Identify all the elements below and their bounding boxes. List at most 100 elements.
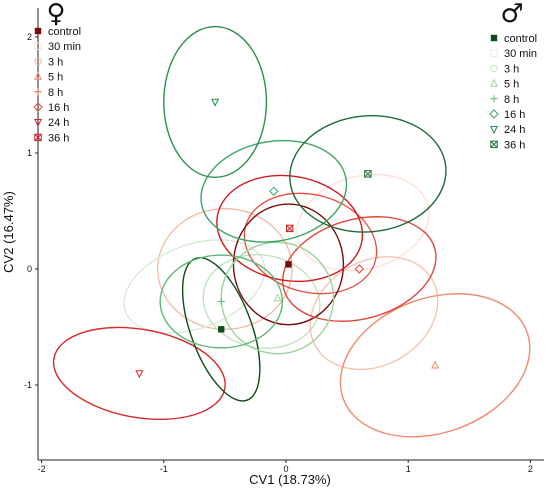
legend-label: 24 h (48, 117, 69, 129)
legend-marker-male-2 (490, 64, 498, 73)
ellipse-male-36-h (289, 115, 447, 233)
legend-marker-female-6-shape (33, 119, 43, 128)
legend-marker-female-4-shape (34, 88, 42, 96)
point-female-36-h-cross (286, 224, 294, 232)
group-ellipse (123, 239, 266, 334)
male-symbol-icon: ♂ (500, 0, 523, 29)
point-male-36-h-cross (364, 170, 372, 178)
legend-marker-female-1-shape (34, 42, 42, 50)
legend-label: 5 h (504, 79, 519, 91)
group-ellipse (296, 173, 430, 272)
legend-marker-female-0-shape (34, 27, 42, 35)
ellipse-male-24-h (163, 25, 268, 179)
legend-marker-male-1 (490, 49, 498, 57)
point-female-control-shape (285, 261, 292, 268)
point-male-36-h-shape (364, 170, 372, 178)
legend-marker-male-6-shape (489, 126, 499, 135)
legend-marker-female-0 (34, 27, 42, 35)
legend-marker-male-7-shape (490, 140, 498, 149)
legend-marker-male-0-shape (490, 34, 498, 42)
legend-female: ♀control 30 min 3 h 5 h 8 h 16 h 24 h 36 h (33, 0, 81, 144)
legend-marker-male-0 (490, 34, 498, 42)
point-male-control (218, 326, 225, 333)
point-male-24-h (211, 98, 220, 107)
legend-label: 30 min (504, 48, 537, 60)
legend-marker-female-7 (34, 133, 42, 142)
point-male-control-shape (218, 326, 225, 333)
legend-label: control (504, 33, 537, 45)
legend-label: 5 h (48, 72, 63, 84)
legend-marker-male-4 (490, 95, 498, 103)
point-female-5-h (431, 360, 440, 369)
group-ellipse (157, 208, 293, 330)
legend-marker-female-2-shape (34, 57, 42, 66)
legend-label: 24 h (504, 124, 525, 136)
legend-label: 8 h (504, 94, 519, 106)
point-female-36-h-shape (285, 224, 294, 233)
x-tick-label: 1 (406, 464, 411, 474)
ellipse-female-36-h (216, 174, 364, 283)
marker-layer (135, 98, 440, 379)
legend-marker-female-7-cross (34, 133, 42, 141)
legend-marker-male-2-shape (490, 64, 498, 73)
point-male-5-h-shape (273, 293, 282, 302)
y-tick-label: 0 (27, 264, 32, 274)
y-tick-label: -1 (24, 380, 32, 390)
legend-marker-male-5 (489, 109, 499, 119)
point-female-16-h-shape (354, 264, 365, 274)
ellipse-female-control (232, 203, 345, 326)
legend-marker-male-6 (489, 126, 499, 135)
legend-label: control (48, 26, 81, 38)
point-female-24-h-shape (135, 370, 144, 379)
x-tick-label: -1 (160, 464, 168, 474)
ellipse-female-24-h (52, 326, 226, 421)
y-tick-label: 2 (27, 32, 32, 42)
group-ellipse (309, 256, 439, 371)
ellipse-female-16-h (281, 216, 437, 322)
point-male-8-h (217, 297, 225, 306)
legend-marker-male-3-shape (489, 78, 499, 87)
legend-marker-female-4 (34, 88, 42, 96)
point-male-16-h-shape (269, 186, 279, 196)
point-female-16-h (354, 264, 365, 274)
axes-layer: -2 -1 0 1 2 -1 0 1 2 CV1 (18.73%) CV2 (16.47%) (1, 8, 544, 487)
legend-label: 3 h (504, 63, 519, 75)
x-tick-label: 2 (528, 464, 533, 474)
female-symbol-icon: ♀ (46, 0, 65, 29)
legend-label: 36 h (48, 132, 69, 144)
legend-marker-female-5 (33, 102, 43, 112)
legend-label: 8 h (48, 87, 63, 99)
point-female-5-h-shape (431, 360, 440, 369)
point-male-5-h (273, 293, 282, 302)
legend-label: 3 h (48, 56, 63, 68)
ellipse-female-5-h (339, 293, 531, 438)
x-tick-label: -2 (38, 464, 46, 474)
legend-marker-female-7-shape (34, 133, 42, 142)
legend-label: 30 min (48, 41, 81, 53)
point-male-36-h (364, 170, 372, 178)
legend-marker-female-3 (33, 71, 43, 80)
ellipse-male-5-h (220, 241, 335, 355)
ellipse-layer (52, 25, 531, 438)
ellipse-male-8-h (159, 254, 284, 349)
point-female-36-h (285, 224, 294, 233)
legend-male: ♂ control 30 min 3 h 5 h 8 h 16 h 24 h 36 h (489, 0, 537, 151)
legend-label: 16 h (48, 102, 69, 114)
legend-marker-female-1 (34, 42, 42, 50)
y-tick-label: 1 (27, 148, 32, 158)
legend-marker-female-6 (33, 119, 43, 128)
point-female-control (285, 261, 292, 268)
legend-marker-male-7 (490, 140, 498, 149)
point-male-8-h-shape (217, 297, 225, 306)
ellipse-male-16-h (200, 139, 348, 243)
legend-marker-male-1-shape (490, 49, 498, 57)
ellipse-male-control (181, 257, 261, 402)
legend-label: 16 h (504, 109, 525, 121)
legend-marker-female-5-shape (33, 102, 43, 112)
legend-label: 36 h (504, 139, 525, 151)
y-axis-title: CV2 (16.47%) (1, 191, 16, 273)
point-male-16-h (269, 186, 279, 196)
